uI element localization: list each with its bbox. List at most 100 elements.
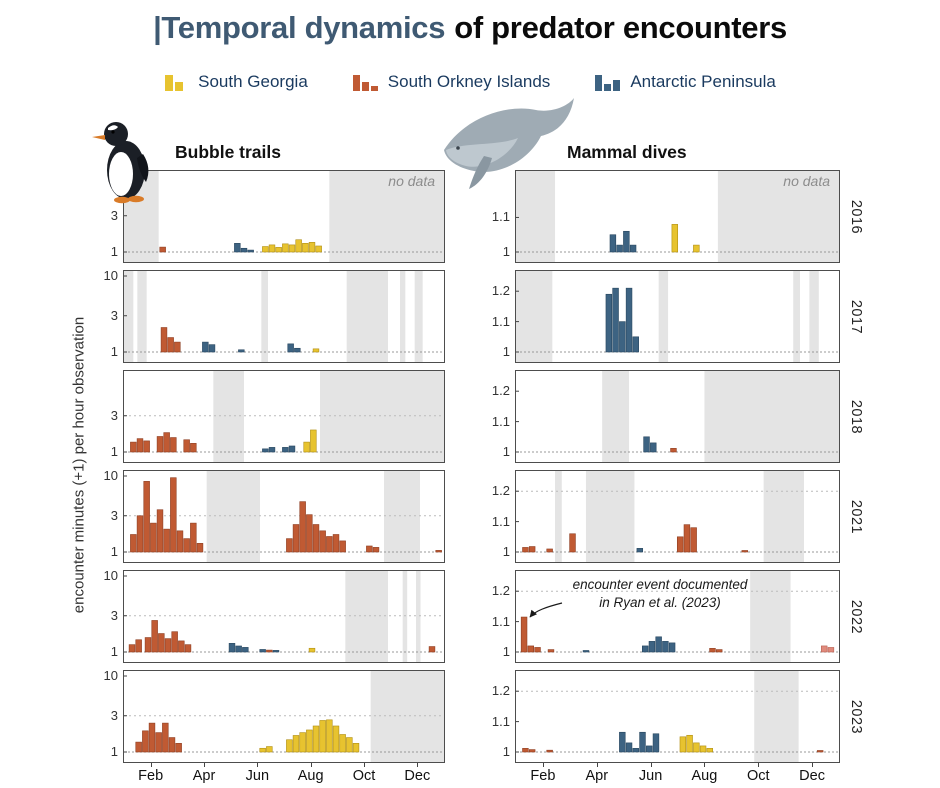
bar-sg	[288, 244, 296, 253]
panel-mammal-2016: no data	[515, 170, 840, 263]
bar-ap	[619, 321, 626, 353]
no-data-region	[206, 471, 260, 562]
y-tick-label: 3	[110, 707, 118, 723]
bar-ap	[648, 641, 656, 653]
bar-soi	[148, 722, 156, 753]
y-tick-label: 1	[502, 544, 510, 559]
legend-label: South Orkney Islands	[387, 72, 551, 91]
bar-sg	[310, 429, 317, 453]
no-data-region	[754, 671, 799, 762]
bar-soi	[168, 737, 176, 753]
bar-ap	[652, 733, 660, 753]
bar-soi	[326, 536, 333, 553]
year-label-2016: 2016	[848, 199, 864, 234]
bar-soi	[135, 741, 142, 753]
bar-ap	[623, 230, 630, 253]
legend: South Georgia South Orkney Islands Antar…	[0, 72, 940, 92]
title-rest: of predator encounters	[454, 10, 787, 45]
bar-ap	[646, 745, 653, 753]
bar-sg	[332, 725, 340, 753]
bar-sg	[693, 742, 700, 753]
bar-sg	[295, 239, 302, 253]
bar-soi	[171, 631, 178, 653]
no-data-region	[320, 371, 444, 462]
year-label-2021: 2021	[848, 499, 864, 534]
bar-ap	[268, 447, 276, 453]
x-tick-label: Jun	[638, 768, 663, 784]
y-tick-label: 1	[110, 344, 118, 359]
legend-item-antarctic-peninsula: Antarctic Peninsula	[594, 72, 776, 92]
y-tick-label: 10	[103, 668, 118, 683]
no-data-region	[516, 271, 553, 362]
y-tick-label: 1.2	[491, 283, 510, 299]
y-tick-label: 3	[110, 507, 118, 523]
bar-soi	[167, 337, 174, 353]
x-tick-mark	[364, 763, 365, 767]
x-tick-label: Apr	[585, 768, 609, 784]
y-tick-label: 10	[103, 468, 118, 483]
y-tick-label: 1	[502, 444, 510, 459]
bar-soi	[534, 647, 541, 653]
bar-ap	[282, 447, 289, 453]
bar-soi	[190, 522, 197, 553]
bar-soi	[299, 501, 306, 553]
bar-soi	[546, 749, 553, 753]
no-data-region	[585, 471, 635, 562]
bar-soi	[143, 440, 150, 453]
bar-soi	[332, 534, 340, 553]
bar-sg	[262, 246, 269, 253]
bar-soi	[151, 620, 158, 653]
bar-soi	[160, 327, 168, 353]
bar-ap	[668, 642, 676, 653]
bar-sg	[312, 725, 320, 753]
bar-ap	[235, 645, 242, 653]
bar-soi	[527, 645, 535, 653]
bar-sg	[671, 224, 679, 253]
y-tick-label: 1.1	[491, 313, 510, 329]
bar-sg	[282, 243, 289, 253]
x-tick-mark	[758, 763, 760, 767]
panel-mammal-2017	[515, 270, 840, 363]
x-tick-mark	[310, 763, 312, 767]
bar-sg	[346, 737, 353, 753]
y-tick-label: 3	[110, 207, 118, 223]
y-tick-label: 1.1	[491, 413, 510, 429]
y-tick-label: 1	[502, 244, 510, 259]
bar-ap	[632, 336, 639, 353]
bar-soi	[286, 538, 293, 553]
bar-ap	[287, 343, 294, 353]
bar-ap	[262, 448, 269, 453]
no-data-region	[658, 271, 669, 362]
bar-soi	[816, 750, 824, 753]
legend-label: Antarctic Peninsula	[630, 72, 776, 91]
year-label-2018: 2018	[848, 399, 864, 434]
y-tick-label: 1.1	[491, 613, 510, 629]
panel-bubble-2023	[123, 670, 445, 763]
bar-soi	[569, 533, 576, 553]
bar-sg	[266, 746, 273, 753]
bar-soi	[143, 481, 150, 553]
y-tick-label: 1.2	[491, 483, 510, 499]
no-data-region	[704, 371, 839, 462]
panel-bubble-2017	[123, 270, 445, 363]
bar-sg	[352, 743, 360, 753]
bar-soi	[156, 436, 164, 453]
bar-soi	[176, 530, 184, 553]
no-data-region	[213, 371, 244, 462]
bar-ap	[240, 247, 248, 253]
bar-soi	[184, 644, 192, 653]
bar-chart-icon-south-orkney	[352, 75, 378, 91]
y-tick-label: 1	[502, 344, 510, 359]
bar-ap	[208, 344, 216, 353]
bar-sg	[315, 245, 322, 253]
y-tick-label: 3	[110, 407, 118, 423]
bar-ap	[625, 287, 633, 353]
year-label-2022: 2022	[848, 599, 864, 634]
no-data-region	[763, 471, 805, 562]
bar-sg	[339, 734, 346, 753]
no-data-region	[384, 471, 420, 562]
bar-soi	[175, 743, 182, 753]
bar-ap	[228, 643, 236, 653]
no-data-region	[416, 571, 421, 662]
x-tick-label: Aug	[297, 768, 324, 784]
